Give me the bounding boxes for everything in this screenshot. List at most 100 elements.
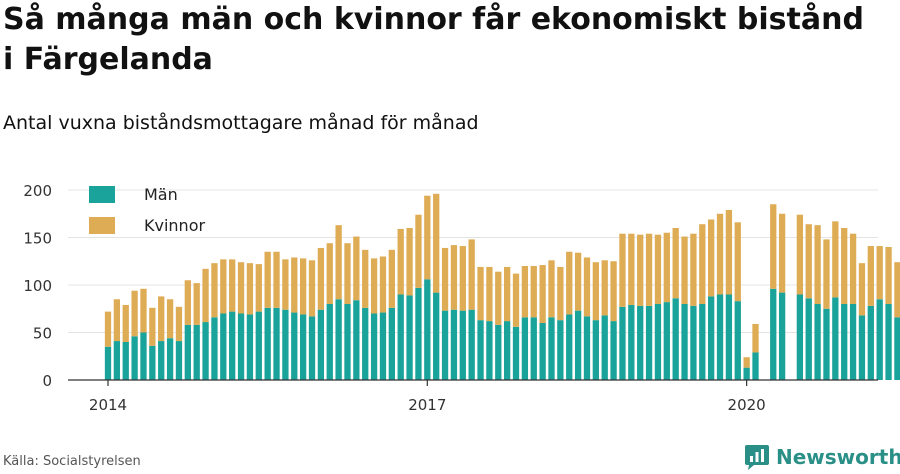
brand-logo[interactable]: Newsworthy [744,442,900,472]
bar-kvinnor [743,357,750,368]
bar-kvinnor [805,224,812,299]
bar-kvinnor [362,249,369,308]
bar-kvinnor [202,268,209,323]
bar-man [237,313,245,380]
bar-man [273,307,280,380]
bar-kvinnor [637,234,644,306]
bar-man [601,315,608,380]
bar-kvinnor [796,214,804,295]
bar-man [344,304,351,380]
bar-man [326,304,333,380]
x-tick-label: 2014 [89,396,127,414]
bar-kvinnor [273,251,280,308]
bar-kvinnor [858,263,866,316]
bar-kvinnor [716,213,724,295]
bar-man [867,305,874,380]
bar-man [193,324,200,380]
bar-kvinnor [424,195,431,280]
bar-man [619,306,626,380]
bar-kvinnor [663,232,670,303]
bar-kvinnor [672,228,679,299]
bar-kvinnor [610,261,617,322]
bar-kvinnor [353,236,360,301]
bar-man [708,296,715,380]
bar-kvinnor [104,311,112,347]
bar-kvinnor [433,193,440,293]
bar-kvinnor [885,247,892,304]
bar-kvinnor [566,251,573,315]
bar-man [512,326,520,380]
bar-man [645,305,653,380]
bar-kvinnor [229,259,236,312]
y-tick-label: 0 [42,372,52,390]
bar-man [894,317,900,380]
bar-kvinnor [184,280,191,325]
bar-man [610,321,617,380]
bar-man [814,304,821,380]
bar-kvinnor [415,214,422,288]
bar-kvinnor [557,266,564,321]
bar-man [353,300,360,380]
bar-kvinnor [681,236,688,304]
bar-kvinnor [255,264,262,312]
bar-kvinnor [548,260,555,318]
bar-man [113,341,121,380]
bar-kvinnor [699,224,706,304]
newsworthy-logo-icon [745,445,769,470]
bar-kvinnor [645,233,653,306]
bar-kvinnor [841,228,848,304]
bar-man [441,310,449,380]
bar-man [504,321,511,380]
chart-title: Så många män och kvinnor får ekonomiskt … [3,2,864,77]
bar-kvinnor [149,307,156,346]
bar-man [140,332,147,380]
bar-kvinnor [504,266,511,322]
bar-kvinnor [113,299,121,342]
bar-man [495,324,502,380]
bar-kvinnor [770,204,777,289]
bar-man [388,307,395,380]
bar-man [424,279,431,380]
bar-kvinnor [521,266,529,318]
bar-man [672,298,679,380]
bar-kvinnor [166,299,174,339]
bar-man [486,321,493,380]
bar-man [849,304,857,380]
bar-man [335,299,342,380]
bar-kvinnor [734,222,741,302]
bar-man [459,310,466,380]
bar-man [681,304,688,380]
bar-man [229,311,236,380]
bar-kvinnor [299,258,307,315]
legend-item-kvinnor-swatch [89,217,115,234]
bar-kvinnor [583,257,591,317]
bar-man [255,311,262,380]
bar-man [299,314,307,380]
bar-man [699,304,706,380]
bar-man [131,336,138,380]
bar-man [574,310,582,380]
bar-man [770,288,777,380]
bar-kvinnor [211,263,218,318]
bar-man [149,345,156,380]
bar-kvinnor [308,260,316,317]
bar-man [202,322,209,380]
bar-man [796,294,804,380]
y-tick-label: 100 [23,277,52,295]
bar-man [557,320,564,380]
legend-item-kvinnor-label: Kvinnor [144,216,205,235]
bar-man [166,338,174,380]
bar-man [175,341,183,380]
bar-man [308,316,316,380]
bar-kvinnor [175,306,183,342]
bar-man [291,312,298,380]
bar-man [362,307,369,380]
bar-kvinnor [876,246,883,300]
y-tick-label: 150 [23,230,52,248]
bar-man [539,323,546,380]
bar-kvinnor [122,304,129,342]
bar-kvinnor [486,266,493,322]
brand-name: Newsworthy [776,445,900,469]
bar-man [566,314,573,380]
source-note: Källa: Socialstyrelsen [3,454,141,469]
